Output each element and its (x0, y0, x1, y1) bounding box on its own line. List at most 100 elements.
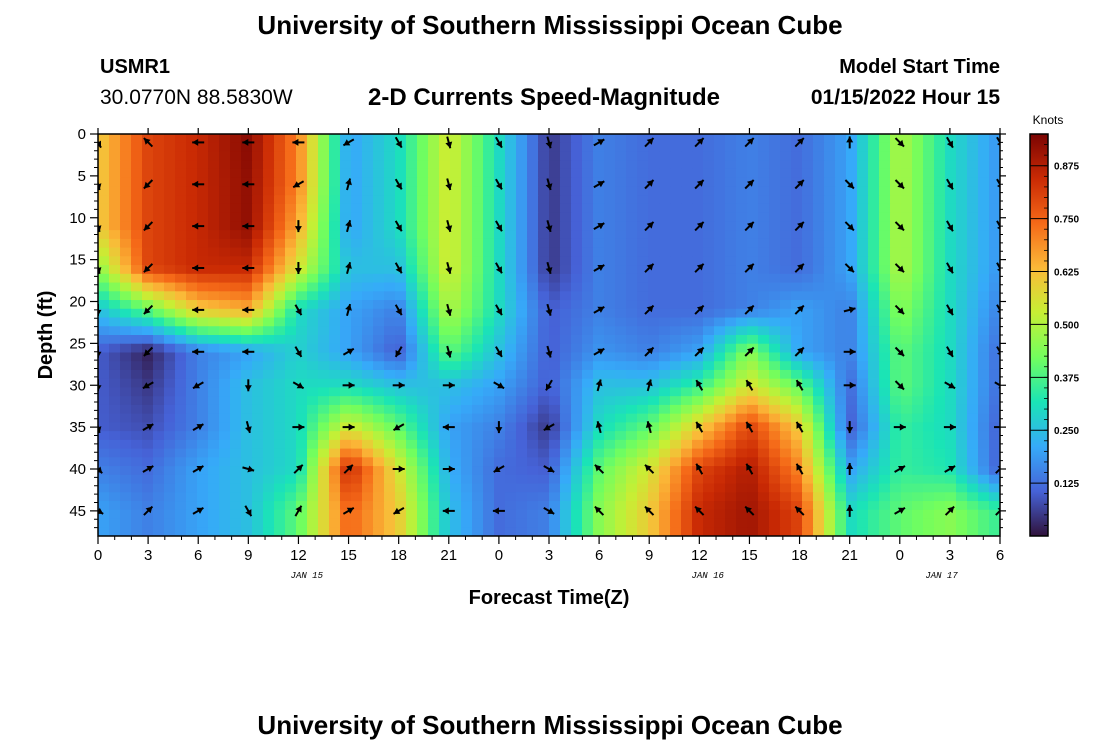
heatmap-cell (956, 142, 968, 153)
heatmap-cell (549, 134, 561, 144)
heatmap-cell (516, 396, 528, 406)
heatmap-cell (648, 203, 660, 214)
heatmap-cell (406, 221, 418, 231)
heatmap-cell (175, 221, 187, 231)
heatmap-cell (197, 422, 209, 432)
heatmap-cell (604, 265, 616, 275)
heatmap-cell (692, 160, 704, 170)
heatmap-cell (923, 134, 935, 144)
heatmap-cell (351, 203, 363, 214)
heatmap-cell (978, 291, 990, 301)
heatmap-cell (890, 387, 902, 397)
heatmap-cell (175, 230, 187, 240)
heatmap-cell (780, 168, 792, 179)
heatmap-cell (670, 195, 682, 205)
heatmap-cell (98, 387, 110, 397)
heatmap-cell (714, 466, 726, 476)
heatmap-cell (989, 518, 1000, 528)
heatmap-cell (164, 238, 176, 249)
heatmap-cell (450, 317, 462, 327)
heatmap-cell (208, 282, 220, 292)
heatmap-cell (736, 282, 748, 292)
heatmap-cell (417, 518, 429, 528)
heatmap-cell (934, 501, 946, 511)
heatmap-cell (373, 448, 385, 458)
heatmap-cell (604, 177, 616, 188)
vector-shaft (996, 136, 1000, 145)
heatmap-cell (417, 387, 429, 397)
heatmap-cell (362, 247, 374, 257)
heatmap-cell (296, 361, 308, 371)
current-vector (143, 221, 154, 232)
heatmap-cell (615, 422, 627, 432)
heatmap-cell (285, 413, 297, 423)
heatmap-cell (450, 151, 462, 161)
heatmap-cell (934, 273, 946, 284)
vector-head (294, 268, 302, 274)
heatmap-cell (296, 265, 308, 275)
heatmap-cell (538, 142, 550, 153)
heatmap-cell (604, 509, 616, 520)
heatmap-cell (131, 396, 143, 406)
heatmap-cell (890, 326, 902, 336)
heatmap-cell (835, 273, 847, 284)
heatmap-cell (747, 256, 759, 266)
heatmap-cell (472, 151, 484, 161)
heatmap-cell (736, 317, 748, 327)
heatmap-cell (637, 221, 649, 231)
heatmap-cell (857, 221, 869, 231)
heatmap-cell (582, 256, 594, 266)
vector-head (597, 139, 605, 146)
heatmap-cell (109, 230, 121, 240)
heatmap-cell (439, 265, 451, 275)
heatmap-cell (461, 203, 473, 214)
heatmap-cell (384, 518, 396, 528)
heatmap-cell (692, 317, 704, 327)
heatmap-cell (846, 142, 858, 153)
heatmap-cell (142, 238, 154, 249)
heatmap-cell (494, 142, 506, 153)
heatmap-cell (681, 186, 693, 196)
heatmap-cell (120, 168, 132, 179)
heatmap-cell (857, 396, 869, 406)
heatmap-cell (219, 326, 231, 336)
heatmap-cell (978, 474, 990, 485)
heatmap-cell (659, 212, 671, 222)
heatmap-cell (714, 343, 726, 354)
heatmap-cell (989, 378, 1000, 389)
heatmap-cell (219, 474, 231, 485)
heatmap-cell (252, 527, 264, 536)
heatmap-cell (285, 151, 297, 161)
current-vector (345, 261, 352, 275)
heatmap-cell (571, 238, 583, 249)
heatmap-cell (967, 387, 979, 397)
heatmap-cell (879, 378, 891, 389)
heatmap-cell (956, 195, 968, 205)
heatmap-cell (219, 431, 231, 441)
vector-head (897, 139, 904, 147)
heatmap-cell (978, 168, 990, 179)
heatmap-cell (681, 352, 693, 362)
heatmap-cell (593, 203, 605, 214)
heatmap-cell (461, 439, 473, 450)
heatmap-cell (340, 335, 352, 345)
heatmap-cell (923, 177, 935, 188)
heatmap-cell (120, 404, 132, 415)
heatmap-cell (824, 265, 836, 275)
heatmap-cell (846, 387, 858, 397)
vector-head (848, 306, 856, 314)
vector-head (495, 350, 502, 357)
heatmap-cell (516, 457, 528, 467)
heatmap-cell (175, 335, 187, 345)
heatmap-cell (208, 352, 220, 362)
heatmap-cell (164, 230, 176, 240)
heatmap-cell (802, 326, 814, 336)
heatmap-cell (417, 343, 429, 354)
heatmap-cell (736, 378, 748, 389)
heatmap-cell (472, 238, 484, 249)
heatmap-cell (131, 168, 143, 179)
vector-head (597, 348, 605, 355)
current-vector (294, 304, 303, 316)
heatmap-cell (98, 168, 110, 179)
heatmap-cell (549, 212, 561, 222)
